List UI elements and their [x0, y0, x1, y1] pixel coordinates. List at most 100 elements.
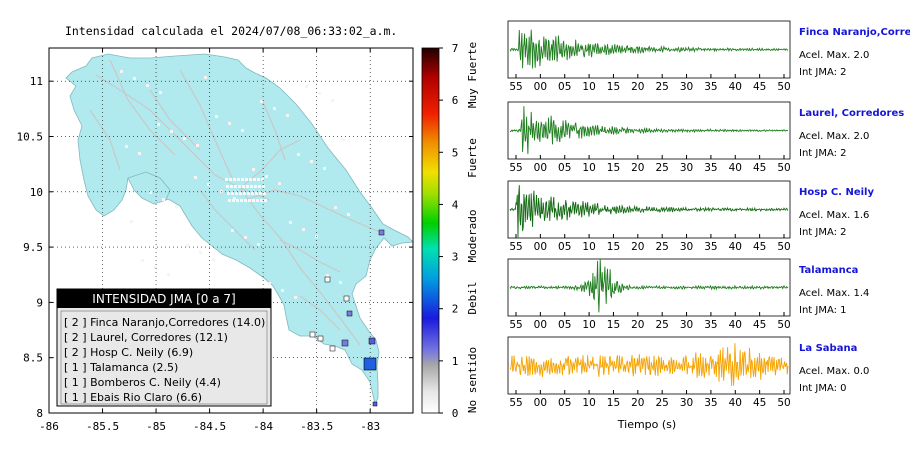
time-tick-label: 15 [607, 241, 620, 253]
seismogram-trace [509, 258, 789, 313]
time-tick-label: 40 [729, 162, 742, 174]
colorbar-tick-label: 7 [452, 42, 459, 55]
time-tick-label: 25 [655, 81, 668, 93]
colorbar-label: No sentido [466, 347, 479, 413]
time-tick-label: 35 [704, 162, 717, 174]
colorbar-tick-label: 1 [452, 355, 459, 368]
time-tick-label: 15 [607, 162, 620, 174]
station-marker [309, 331, 316, 338]
time-tick-label: 35 [704, 81, 717, 93]
time-tick-label: 00 [534, 319, 547, 331]
time-tick-label: 15 [607, 319, 620, 331]
seismogram-panels: 55 00 05 10 15 20 25 30 35 40 45 50 Finca Naranjo,Co… [507, 20, 910, 409]
jma-intensity: Int JMA: 2 [799, 67, 847, 78]
map-x-tick-label: -84.5 [193, 420, 226, 433]
seismogram-panel: 55 00 05 10 15 20 25 30 35 40 45 50 Finca Naranjo,Co… [507, 20, 910, 93]
colorbar-tick-label: 2 [452, 303, 459, 316]
max-acceleration: Acel. Max. 2.0 [799, 50, 869, 61]
time-tick-label: 30 [680, 81, 693, 93]
time-tick-label: 55 [509, 162, 522, 174]
time-tick-label: 30 [680, 397, 693, 409]
seismogram-trace [509, 343, 789, 386]
colorbar-tick-label: 3 [452, 251, 459, 264]
time-tick-label: 45 [753, 241, 766, 253]
map-x-tick-label: -85 [146, 420, 166, 433]
legend-item: [ 2 ] Finca Naranjo,Corredores (14.0) [64, 316, 265, 329]
map-x-tick-label: -84 [253, 420, 273, 433]
time-tick-label: 30 [680, 241, 693, 253]
time-tick-label: 25 [655, 241, 668, 253]
time-tick-label: 50 [777, 319, 790, 331]
intensity-legend: INTENSIDAD JMA [0 a 7] [ 2 ] Finca Naran… [56, 288, 272, 407]
seismogram-panel: 55 00 05 10 15 20 25 30 35 40 45 50 Talamanca Acel. M… [507, 258, 869, 331]
station-marker [317, 335, 324, 342]
seismogram-panel: 55 00 05 10 15 20 25 30 35 40 45 50 La Sabana Acel. M… [507, 336, 869, 409]
time-tick-label: 25 [655, 397, 668, 409]
station-marker [346, 310, 353, 317]
time-tick-label: 05 [558, 397, 571, 409]
seismogram-trace [509, 106, 789, 155]
colorbar-label: Fuerte [466, 138, 479, 178]
jma-intensity: Int JMA: 2 [799, 148, 847, 159]
station-marker [372, 401, 378, 407]
time-tick-label: 55 [509, 397, 522, 409]
time-tick-label: 20 [631, 241, 644, 253]
time-tick-label: 25 [655, 162, 668, 174]
time-tick-label: 50 [777, 81, 790, 93]
max-acceleration: Acel. Max. 0.0 [799, 366, 869, 377]
legend-item: [ 2 ] Hosp C. Neily (6.9) [64, 346, 193, 359]
colorbar-tick-label: 6 [452, 94, 459, 107]
map-y-tick-label: 10 [30, 186, 43, 199]
station-marker [341, 339, 349, 347]
time-tick-label: 05 [558, 81, 571, 93]
time-tick-label: 00 [534, 81, 547, 93]
seismogram-panel: 55 00 05 10 15 20 25 30 35 40 45 50 Laurel, Corredor… [507, 101, 904, 174]
time-tick-label: 40 [729, 241, 742, 253]
time-tick-label: 15 [607, 81, 620, 93]
time-tick-label: 20 [631, 319, 644, 331]
map-y-ticks: 8 8.5 9 9.5 10 10.5 11 [17, 75, 413, 420]
time-tick-label: 25 [655, 319, 668, 331]
colorbar-label: Moderado [466, 210, 479, 263]
station-marker [324, 276, 331, 283]
map-x-tick-label: -85.5 [86, 420, 119, 433]
map-y-tick-label: 8.5 [23, 352, 43, 365]
time-tick-label: 10 [582, 81, 595, 93]
time-tick-label: 20 [631, 162, 644, 174]
time-tick-label: 55 [509, 319, 522, 331]
time-tick-label: 05 [558, 162, 571, 174]
time-tick-label: 05 [558, 241, 571, 253]
jma-intensity: Int JMA: 0 [799, 383, 847, 394]
legend-item: [ 2 ] Laurel, Corredores (12.1) [64, 331, 228, 344]
time-tick-label: 00 [534, 162, 547, 174]
map-y-tick-label: 10.5 [17, 130, 44, 143]
time-tick-label: 35 [704, 397, 717, 409]
colorbar-label: Muy Fuerte [466, 42, 479, 108]
map-y-tick-label: 11 [30, 75, 43, 88]
time-tick-label: 15 [607, 397, 620, 409]
map-x-ticks: -86 -85.5 -85 -84.5 -84 -83.5 -83 [39, 48, 380, 433]
station-markers [309, 229, 385, 407]
station-name: Talamanca [799, 265, 858, 276]
time-tick-label: 50 [777, 162, 790, 174]
max-acceleration: Acel. Max. 2.0 [799, 131, 869, 142]
colorbar-tick-label: 4 [452, 198, 459, 211]
time-tick-label: 20 [631, 397, 644, 409]
legend-item: [ 1 ] Ebais Rio Claro (6.6) [64, 391, 202, 404]
time-tick-label: 45 [753, 319, 766, 331]
station-marker-max [363, 357, 377, 371]
map-x-tick-label: -83.5 [300, 420, 333, 433]
station-name: Finca Naranjo,Corredor [799, 27, 910, 38]
time-tick-label: 50 [777, 397, 790, 409]
seismogram-trace [509, 29, 789, 69]
time-tick-label: 45 [753, 397, 766, 409]
time-tick-label: 50 [777, 241, 790, 253]
jma-intensity: Int JMA: 1 [799, 305, 847, 316]
time-tick-label: 10 [582, 162, 595, 174]
map-title: Intensidad calculada el 2024/07/08_06:33… [65, 24, 397, 38]
time-tick-label: 55 [509, 81, 522, 93]
time-tick-label: 30 [680, 319, 693, 331]
time-tick-label: 40 [729, 81, 742, 93]
map-y-tick-label: 8 [36, 407, 43, 420]
station-marker [343, 295, 350, 302]
